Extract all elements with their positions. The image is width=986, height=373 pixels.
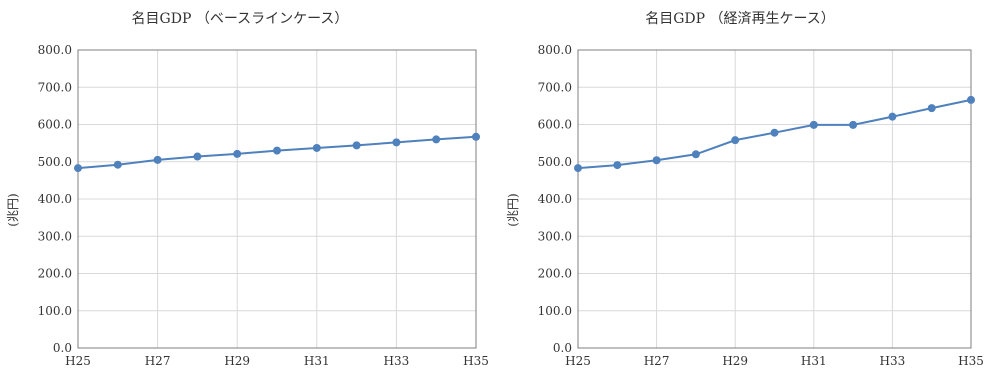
- data-point: [193, 152, 202, 161]
- data-point: [312, 143, 321, 152]
- y-tick-label: 0.0: [53, 341, 72, 355]
- plot-frame: [577, 49, 972, 349]
- y-tick-label: 200.0: [38, 267, 72, 281]
- data-point: [967, 95, 975, 104]
- data-point: [652, 156, 661, 165]
- y-tick-label: 800.0: [38, 43, 72, 57]
- data-point: [809, 120, 818, 129]
- y-tick-label: 200.0: [538, 267, 572, 281]
- data-point: [927, 104, 936, 113]
- data-point: [432, 135, 441, 144]
- x-tick-label: H33: [880, 354, 906, 368]
- x-tick-label: H27: [644, 354, 670, 368]
- y-tick-label: 0.0: [553, 341, 572, 355]
- data-point: [273, 146, 281, 155]
- data-point: [613, 161, 622, 170]
- y-tick-label: 600.0: [538, 118, 572, 132]
- x-tick-label: H25: [565, 354, 591, 368]
- x-tick-label: H31: [801, 354, 827, 368]
- y-tick-label: 100.0: [538, 304, 572, 318]
- chart-title: 名目GDP （ベースラインケース）: [132, 11, 349, 27]
- data-point: [770, 128, 779, 137]
- data-point: [888, 112, 897, 121]
- y-tick-label: 700.0: [38, 80, 72, 94]
- revitalization-gdp-chart: 名目GDP （経済再生ケース） (兆円) 0.0 100.0 200.0 300.0 4…: [493, 0, 986, 373]
- y-tick-label: 400.0: [38, 192, 72, 206]
- y-tick-label: 600.0: [38, 118, 72, 132]
- data-point: [352, 141, 361, 150]
- data-point: [233, 149, 242, 158]
- plot-area: 0.0 100.0 200.0 300.0 400.0 500.0 600.0 700.0 80…: [38, 43, 489, 368]
- data-point: [392, 138, 401, 147]
- x-tick-label: H35: [463, 354, 489, 368]
- data-point: [849, 120, 858, 129]
- baseline-gdp-chart-svg: 名目GDP （ベースラインケース） (兆円) 0.0 100.0 200.0 300.…: [6, 11, 489, 368]
- data-point: [731, 136, 740, 145]
- y-tick-label: 100.0: [38, 304, 72, 318]
- data-point: [153, 155, 162, 164]
- plot-area: 0.0 100.0 200.0 300.0 400.0 500.0 600.0 700.0 80…: [538, 43, 984, 368]
- x-tick-label: H31: [304, 354, 330, 368]
- y-tick-label: 500.0: [538, 155, 572, 169]
- y-tick-label: 700.0: [538, 80, 572, 94]
- plot-frame: [77, 49, 477, 349]
- y-tick-label: 500.0: [38, 155, 72, 169]
- x-tick-label: H33: [384, 354, 410, 368]
- x-tick-label: H25: [65, 354, 91, 368]
- data-point: [472, 132, 480, 141]
- revitalization-gdp-chart-svg: 名目GDP （経済再生ケース） (兆円) 0.0 100.0 200.0 300.0 4…: [506, 11, 984, 368]
- data-point: [74, 164, 82, 173]
- x-tick-label: H27: [145, 354, 171, 368]
- y-tick-label: 800.0: [538, 43, 572, 57]
- data-point: [574, 164, 582, 173]
- x-tick-label: H29: [224, 354, 250, 368]
- data-point: [113, 160, 122, 169]
- y-axis-label: (兆円): [6, 193, 20, 226]
- baseline-gdp-chart: 名目GDP （ベースラインケース） (兆円) 0.0 100.0 200.0 300.…: [6, 11, 489, 368]
- chart-title: 名目GDP （経済再生ケース）: [645, 11, 835, 27]
- y-tick-label: 300.0: [538, 229, 572, 243]
- y-tick-label: 400.0: [538, 192, 572, 206]
- y-axis-label: (兆円): [506, 193, 520, 226]
- x-tick-label: H29: [722, 354, 748, 368]
- y-tick-label: 300.0: [38, 229, 72, 243]
- data-point: [691, 150, 700, 159]
- x-tick-label: H35: [958, 354, 984, 368]
